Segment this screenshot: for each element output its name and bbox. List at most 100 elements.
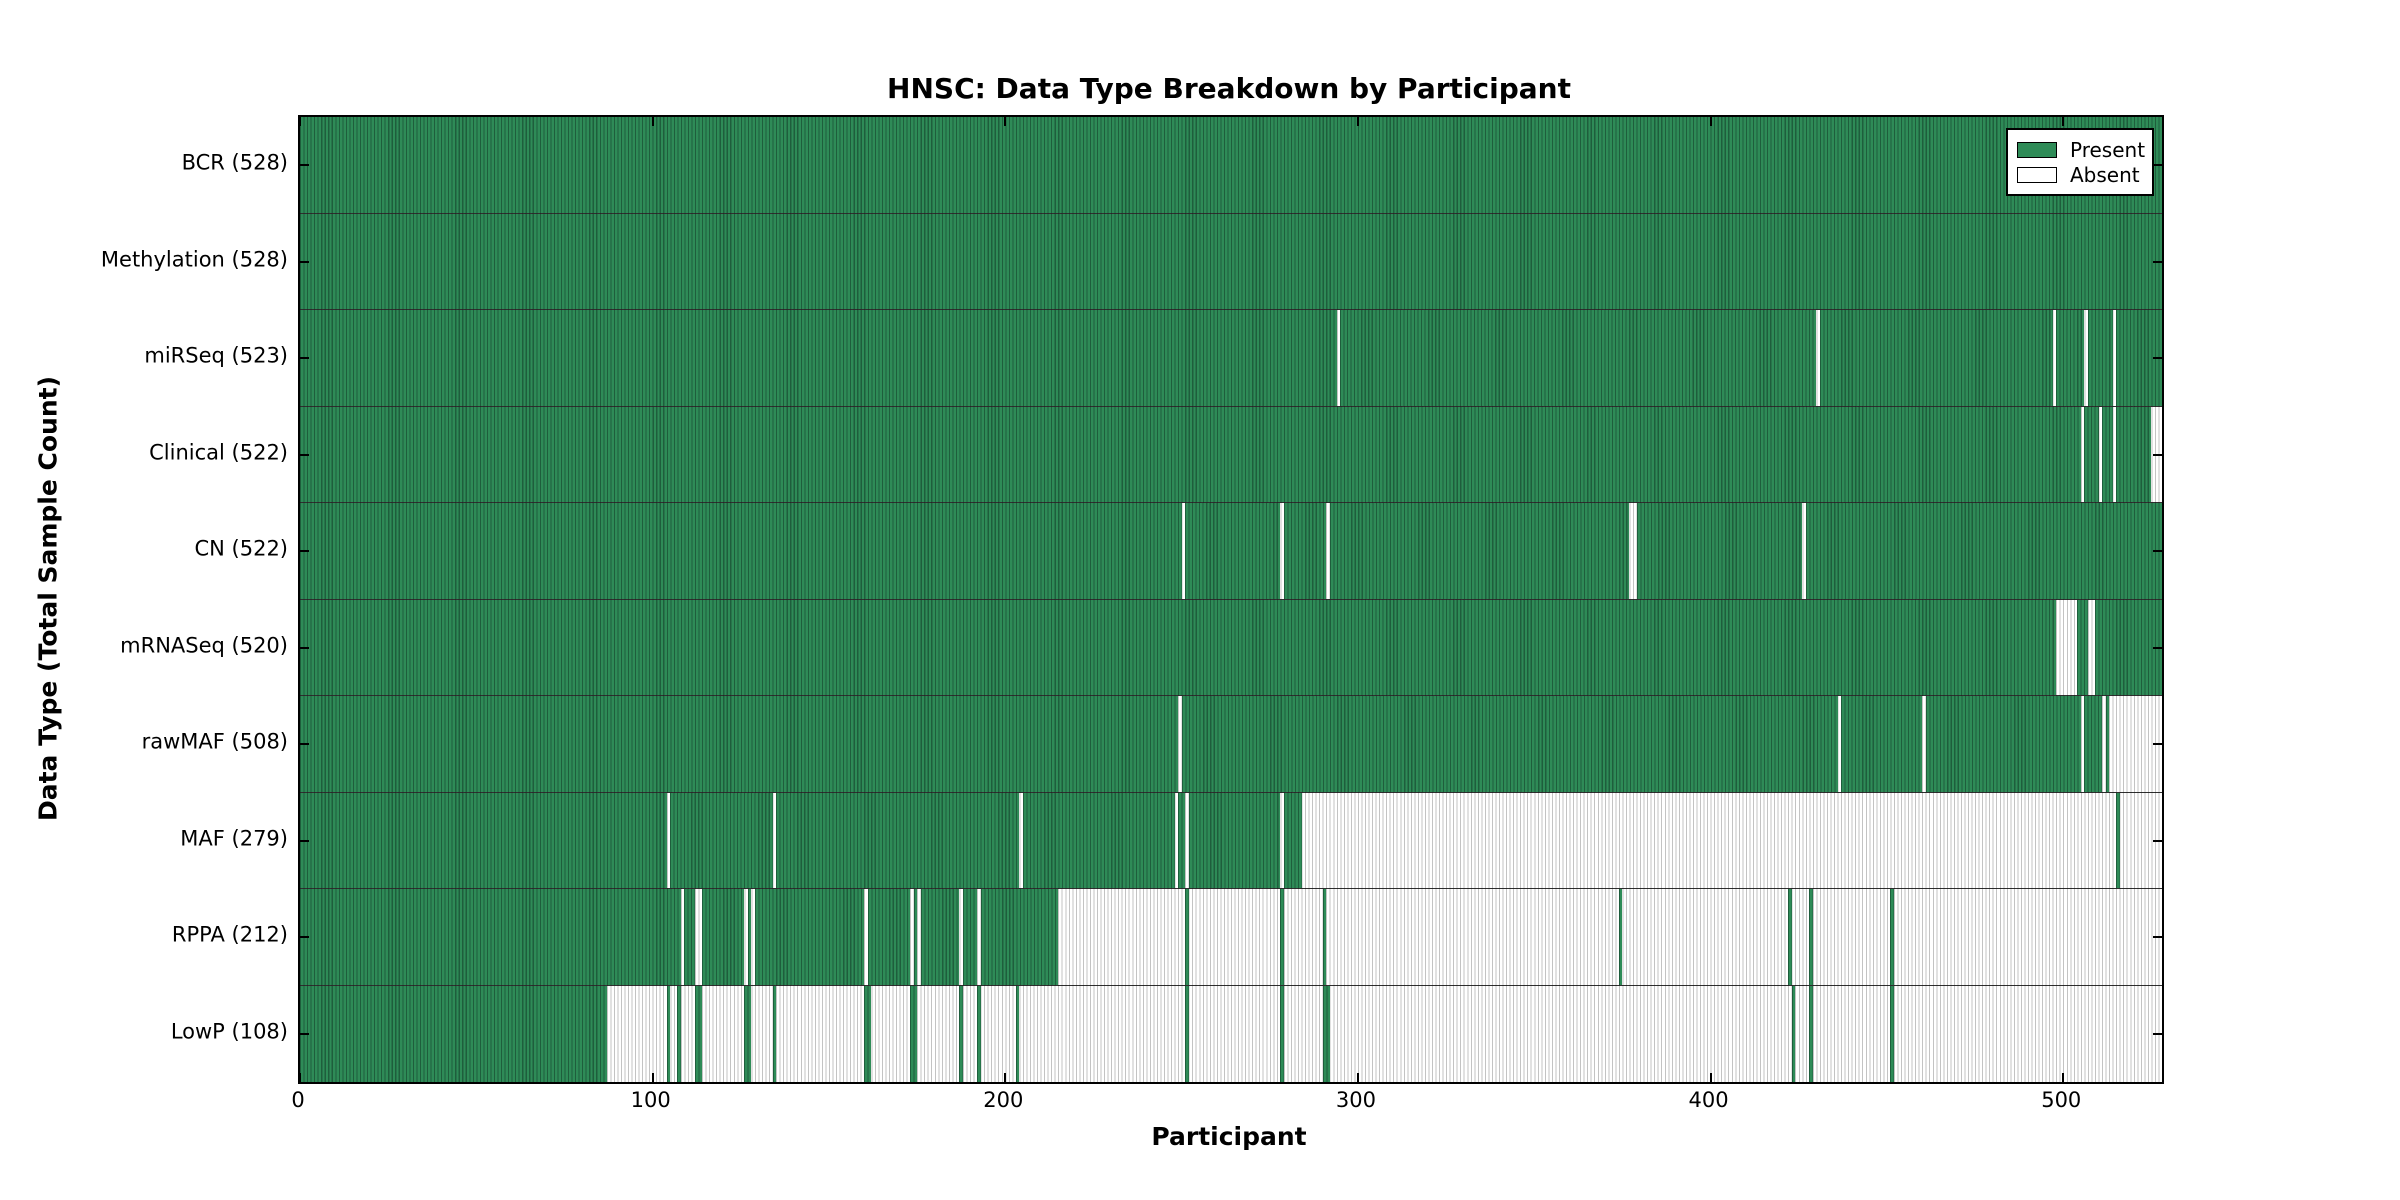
legend-entry-present: Present xyxy=(2017,137,2152,162)
y-tick-mark xyxy=(300,550,309,553)
x-tick-mark xyxy=(1709,1073,1712,1082)
row-miRSeq xyxy=(300,310,2162,407)
y-tick-label-rawMAF: rawMAF (508) xyxy=(141,729,288,754)
x-tick-mark xyxy=(299,1073,301,1082)
row-BCR xyxy=(300,117,2162,214)
row-Clinical xyxy=(300,406,2162,503)
y-tick-mark xyxy=(2153,743,2162,746)
present-segment xyxy=(1791,985,1796,1082)
x-tick-mark xyxy=(299,117,301,126)
present-segment xyxy=(300,696,1179,792)
legend: Present Absent xyxy=(2006,128,2154,196)
x-tick-label: 100 xyxy=(630,1088,671,1112)
present-segment xyxy=(1329,503,1630,599)
present-segment xyxy=(913,889,918,985)
present-segment xyxy=(2094,599,2162,695)
row-Methylation xyxy=(300,213,2162,310)
present-segment xyxy=(300,117,2162,213)
present-segment xyxy=(1819,310,2053,406)
present-segment xyxy=(670,792,773,888)
present-segment xyxy=(2084,406,2099,502)
row-mRNASeq xyxy=(300,599,2162,696)
present-segment xyxy=(666,985,671,1082)
y-tick-mark xyxy=(2153,357,2162,360)
present-segment xyxy=(2087,310,2113,406)
plot-area: Present Absent xyxy=(298,115,2164,1084)
present-segment xyxy=(1925,696,2081,792)
present-segment xyxy=(2084,696,2103,792)
x-tick-mark xyxy=(1356,117,1359,126)
x-tick-mark xyxy=(1004,1073,1007,1082)
presence-matrix xyxy=(300,117,2162,1082)
present-segment xyxy=(1283,503,1327,599)
x-tick-mark xyxy=(651,117,654,126)
y-tick-mark xyxy=(300,164,309,167)
present-segment xyxy=(2116,406,2152,502)
y-tick-mark xyxy=(300,453,309,456)
x-tick-mark xyxy=(2062,1073,2065,1082)
present-segment xyxy=(1185,503,1281,599)
y-tick-mark xyxy=(2153,164,2162,167)
row-RPPA xyxy=(300,889,2162,986)
y-tick-mark xyxy=(2153,936,2162,939)
row-rawMAF xyxy=(300,696,2162,793)
present-segment xyxy=(1636,503,1803,599)
x-tick-mark xyxy=(651,1073,654,1082)
present-segment xyxy=(2116,792,2120,888)
y-tick-mark xyxy=(300,936,309,939)
present-segment xyxy=(1788,889,1792,985)
y-tick-label-LowP: LowP (108) xyxy=(170,1019,288,1044)
y-tick-label-mRNASeq: mRNASeq (520) xyxy=(120,633,288,658)
present-segment xyxy=(300,599,2057,695)
x-tick-label: 200 xyxy=(983,1088,1024,1112)
present-segment xyxy=(1890,985,1894,1082)
present-segment xyxy=(2077,599,2088,695)
legend-label: Absent xyxy=(2070,162,2140,187)
x-tick-mark xyxy=(1709,117,1712,126)
present-segment xyxy=(1015,985,1020,1082)
present-segment xyxy=(300,213,2162,309)
y-tick-label-miRSeq: miRSeq (523) xyxy=(144,343,288,368)
present-segment xyxy=(1188,792,1281,888)
present-segment xyxy=(694,985,703,1082)
present-segment xyxy=(300,406,2081,502)
present-segment xyxy=(1283,792,1302,888)
y-tick-label-Clinical: Clinical (522) xyxy=(149,440,288,465)
present-segment xyxy=(300,310,1337,406)
present-segment xyxy=(1841,696,1923,792)
present-segment xyxy=(864,985,872,1082)
present-segment xyxy=(1618,889,1623,985)
x-tick-label: 500 xyxy=(2041,1088,2082,1112)
present-segment xyxy=(1280,985,1284,1082)
present-segment xyxy=(747,889,752,985)
present-segment xyxy=(910,985,918,1082)
present-segment xyxy=(1181,696,1838,792)
present-segment xyxy=(2056,310,2085,406)
y-tick-mark xyxy=(2153,646,2162,649)
x-tick-label: 400 xyxy=(1688,1088,1729,1112)
x-tick-label: 300 xyxy=(1335,1088,1376,1112)
legend-swatch-present xyxy=(2017,141,2057,158)
y-axis-label: Data Type (Total Sample Count) xyxy=(33,375,63,822)
row-LowP xyxy=(300,985,2162,1082)
present-segment xyxy=(962,889,978,985)
x-axis-label: Participant xyxy=(1151,1122,1307,1151)
present-segment xyxy=(300,792,667,888)
present-segment xyxy=(1805,503,2162,599)
present-segment xyxy=(1809,985,1813,1082)
y-tick-mark xyxy=(2153,839,2162,842)
present-segment xyxy=(959,985,963,1082)
present-segment xyxy=(300,503,1182,599)
legend-swatch-absent xyxy=(2017,166,2057,183)
legend-entry-absent: Absent xyxy=(2017,162,2152,187)
present-segment xyxy=(1185,985,1189,1082)
y-tick-mark xyxy=(300,743,309,746)
y-tick-label-MAF: MAF (279) xyxy=(180,826,288,851)
present-segment xyxy=(684,889,695,985)
y-tick-mark xyxy=(2153,260,2162,263)
x-tick-mark xyxy=(1004,117,1007,126)
present-segment xyxy=(920,889,960,985)
legend-label: Present xyxy=(2070,137,2146,162)
present-segment xyxy=(702,889,745,985)
present-segment xyxy=(980,889,1059,985)
